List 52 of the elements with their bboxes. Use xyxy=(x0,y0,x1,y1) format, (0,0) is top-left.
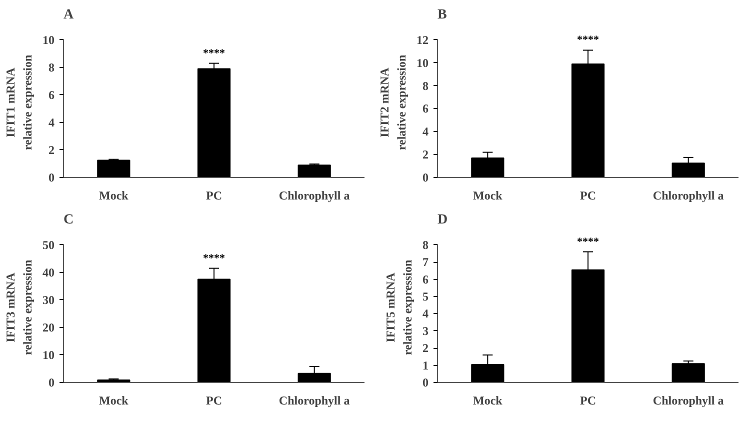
y-axis-title: IFIT2 mRNA relative expression xyxy=(378,54,408,150)
annotation: **** xyxy=(577,34,600,46)
y-tick-label: 12 xyxy=(416,32,428,47)
y-axis-title: IFIT3 mRNA relative expression xyxy=(4,260,34,356)
y-tick-label: 4 xyxy=(48,115,54,130)
y-tick-label: 8 xyxy=(422,238,428,252)
y-tick-label: 0 xyxy=(48,170,54,184)
y-tick-label: 6 xyxy=(422,102,428,116)
y-tick-label: 0 xyxy=(48,376,54,390)
y-tick-label: 0 xyxy=(422,376,428,390)
chart-title: C xyxy=(64,212,74,228)
y-tick-label: 1 xyxy=(422,358,428,372)
x-tick-label: Mock xyxy=(473,188,503,202)
y-tick-label: 10 xyxy=(416,56,428,70)
x-tick-label: Chlorophyll a xyxy=(652,188,724,202)
chart-title: B xyxy=(438,8,447,22)
y-tick-label: 50 xyxy=(42,238,54,252)
y-tick-label: 2 xyxy=(422,341,428,356)
x-tick-label: PC xyxy=(580,394,596,408)
chart-title: A xyxy=(64,8,74,22)
y-tick-label: 4 xyxy=(422,124,428,139)
x-tick-label: Mock xyxy=(99,394,129,408)
x-tick-label: Chlorophyll a xyxy=(278,188,350,202)
y-tick-label: 5 xyxy=(422,289,428,304)
y-axis-title: IFIT1 mRNA relative expression xyxy=(4,54,34,150)
annotation: **** xyxy=(577,236,600,248)
y-tick-label: 6 xyxy=(422,272,428,286)
y-tick-label: 30 xyxy=(42,292,54,307)
x-tick-label: PC xyxy=(580,188,596,202)
y-tick-label: 8 xyxy=(422,78,428,93)
annotation: **** xyxy=(203,252,226,264)
y-tick-label: 4 xyxy=(422,306,428,321)
y-tick-label: 7 xyxy=(422,255,428,270)
y-tick-label: 10 xyxy=(42,32,54,47)
x-tick-label: Mock xyxy=(99,188,129,202)
y-tick-label: 2 xyxy=(422,148,428,162)
x-tick-label: Mock xyxy=(473,394,503,408)
y-axis-title: IFIT5 mRNA relative expression xyxy=(384,260,414,356)
annotation: **** xyxy=(203,47,226,60)
x-tick-label: Chlorophyll a xyxy=(278,394,350,408)
y-tick-label: 8 xyxy=(48,60,54,74)
y-tick-label: 0 xyxy=(422,170,428,184)
y-tick-label: 3 xyxy=(422,324,428,338)
x-tick-label: Chlorophyll a xyxy=(652,394,724,408)
x-tick-label: PC xyxy=(206,394,222,408)
chart-title: D xyxy=(438,212,448,228)
y-tick-label: 2 xyxy=(48,142,54,157)
y-tick-label: 6 xyxy=(48,88,54,102)
x-tick-label: PC xyxy=(206,188,222,202)
y-tick-label: 10 xyxy=(42,348,54,362)
y-tick-label: 40 xyxy=(42,265,54,280)
y-tick-label: 20 xyxy=(42,320,54,334)
